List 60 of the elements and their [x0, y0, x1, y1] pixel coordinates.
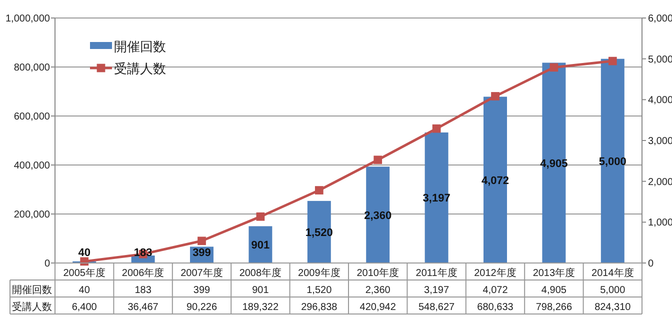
data-label: 5,000 [600, 285, 626, 296]
y2-tick-label: 0 [648, 258, 654, 270]
data-label: 6,400 [72, 302, 98, 313]
data-label: 798,266 [536, 302, 572, 313]
text: 受講人数 [12, 302, 52, 313]
data-label: 399 [193, 285, 211, 296]
bar [424, 132, 448, 263]
x-tick-label: 2007年度 [180, 267, 223, 279]
data-label: 2,360 [365, 285, 391, 296]
x-tick-label: 2006年度 [122, 267, 164, 279]
y-tick-label: 0 [44, 258, 50, 270]
data-label: 3,197 [424, 285, 450, 296]
data-label: 90,226 [186, 302, 218, 313]
x-tick-label: 2011年度 [416, 267, 458, 279]
data-label: 36,467 [128, 302, 159, 313]
point [491, 92, 500, 100]
point [198, 236, 206, 246]
bar [484, 96, 507, 263]
legend-label: 開催回数 [114, 39, 166, 54]
x-tick-label: 2012年度 [474, 267, 516, 279]
x-tick-label: 2010年度 [356, 267, 399, 279]
y-tick-label: 200,000 [14, 210, 50, 220]
point [256, 212, 265, 221]
data-label: 824,310 [594, 302, 632, 313]
data-label: 680,633 [477, 302, 514, 313]
y-tick-label: 400,000 [14, 160, 50, 172]
x-tick-label: 2014年度 [592, 267, 634, 279]
x-tick-label: 2013年度 [532, 267, 576, 279]
point [432, 124, 441, 133]
data-label: 901 [252, 285, 270, 296]
data-label: 4,905 [541, 285, 567, 296]
point [374, 156, 382, 164]
data-label: 40 [78, 285, 90, 296]
bar [366, 166, 390, 263]
x-tick-label: 2009年度 [298, 267, 340, 279]
y-tick-label: 1,000,000 [6, 14, 50, 24]
data-label: 420,942 [360, 302, 396, 313]
x-tick-label: 2005年度 [63, 267, 106, 279]
point [80, 257, 89, 266]
point [608, 56, 617, 66]
point [550, 63, 558, 72]
data-label: 296,838 [301, 302, 338, 313]
data-label: 189,322 [242, 302, 279, 313]
data-label: 4,072 [482, 285, 508, 296]
x-tick-label: 2008年度 [239, 267, 282, 279]
text: 4,905 [540, 158, 568, 170]
bar [542, 62, 566, 263]
y-tick-label: 800,000 [14, 62, 50, 74]
text: 399 [192, 247, 211, 259]
data-label: 1,520 [306, 285, 332, 296]
text: 2,360 [364, 210, 392, 222]
text: 901 [251, 240, 270, 252]
text: 開催回数 [12, 285, 52, 296]
legend-label: 受講人数 [114, 61, 166, 76]
bar [600, 58, 624, 263]
point [314, 186, 324, 194]
y-tick-label: 600,000 [14, 112, 50, 122]
data-label: 183 [134, 285, 152, 296]
text: 40 [78, 247, 90, 259]
data-label: 548,627 [418, 302, 456, 313]
